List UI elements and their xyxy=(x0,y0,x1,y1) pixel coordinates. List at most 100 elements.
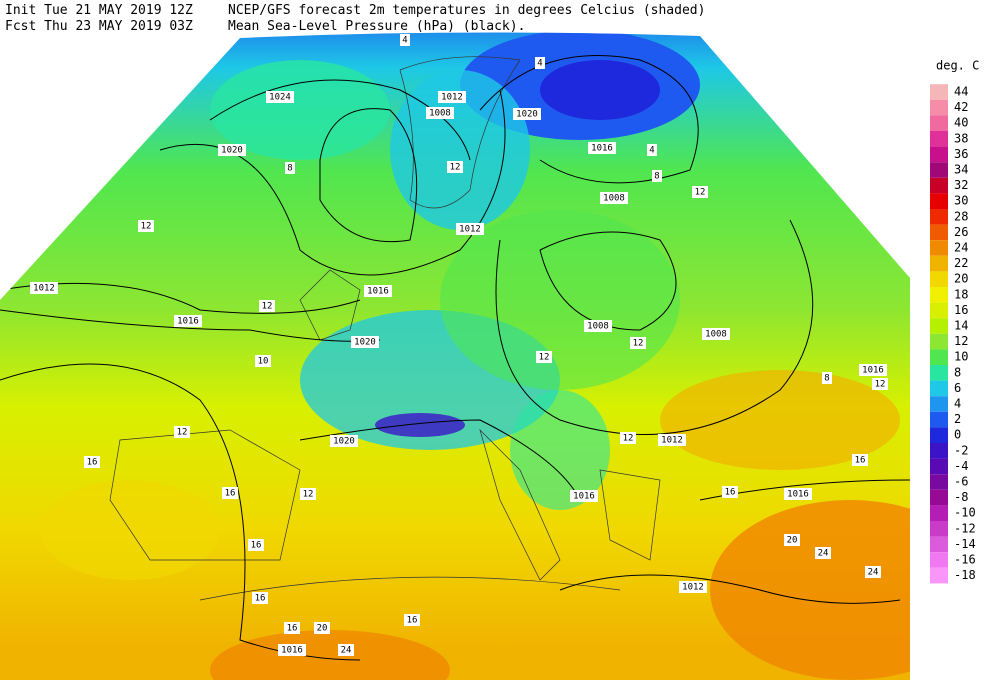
map-label: 12 xyxy=(875,380,886,390)
label-box xyxy=(513,108,541,120)
label-box xyxy=(222,487,238,499)
label-box xyxy=(338,644,354,656)
map-label: 1020 xyxy=(221,146,243,156)
map-label: 16 xyxy=(855,456,866,466)
label-box xyxy=(658,434,686,446)
legend-label: 30 xyxy=(954,194,968,208)
map-label: 24 xyxy=(818,549,829,559)
label-box xyxy=(351,336,379,348)
legend-swatch xyxy=(930,505,948,521)
label-box xyxy=(438,91,466,103)
legend-swatch xyxy=(930,177,948,194)
color-legend: 4442403836343230282624222018161412108642… xyxy=(930,84,976,584)
map-label: 1020 xyxy=(333,437,355,447)
forecast-time: Fcst Thu 23 MAY 2019 03Z xyxy=(5,19,193,34)
map-label: 8 xyxy=(287,164,292,174)
map-label: 1016 xyxy=(862,366,884,376)
legend-swatch xyxy=(930,489,948,506)
label-box xyxy=(570,490,598,502)
label-box xyxy=(456,223,484,235)
label-box xyxy=(647,144,657,156)
label-box xyxy=(702,328,730,340)
legend-label: 0 xyxy=(954,428,961,442)
legend-label: 14 xyxy=(954,319,968,333)
legend-label: 42 xyxy=(954,100,968,114)
legend-swatch xyxy=(930,224,948,241)
legend-label: -4 xyxy=(954,459,968,473)
legend-label: 36 xyxy=(954,147,968,161)
map-label: 16 xyxy=(407,616,418,626)
legend-label: 44 xyxy=(954,85,968,99)
legend-swatch xyxy=(930,302,948,319)
label-box xyxy=(815,547,831,559)
label-box xyxy=(252,592,268,604)
map-label: 16 xyxy=(287,624,298,634)
label-box xyxy=(679,581,707,593)
legend-swatch xyxy=(930,84,948,100)
map-label: 1008 xyxy=(603,194,625,204)
legend-swatch xyxy=(930,567,948,584)
legend-swatch xyxy=(930,474,948,490)
legend-swatch xyxy=(930,365,948,381)
legend-swatch xyxy=(930,115,948,131)
label-box xyxy=(330,435,358,447)
map-label: 1008 xyxy=(429,109,451,119)
legend-label: 28 xyxy=(954,209,968,223)
label-box xyxy=(447,161,463,173)
legend-label: 12 xyxy=(954,334,968,348)
map-label: 4 xyxy=(402,36,407,46)
legend-label: 6 xyxy=(954,381,961,395)
label-box xyxy=(588,142,616,154)
legend-swatch xyxy=(930,458,948,475)
map-label: 1020 xyxy=(516,110,538,120)
legend-label: -8 xyxy=(954,490,968,504)
legend-swatch xyxy=(930,349,948,365)
map-label: 1016 xyxy=(177,317,199,327)
map-label: 1012 xyxy=(441,93,463,103)
label-box xyxy=(248,539,264,551)
map-label: 12 xyxy=(303,490,314,500)
map-label: 12 xyxy=(633,339,644,349)
legend-swatch xyxy=(930,209,948,225)
map-label: 1008 xyxy=(705,330,727,340)
label-box xyxy=(859,364,887,376)
legend-label: 32 xyxy=(954,178,968,192)
legend-label: -12 xyxy=(954,521,976,535)
map-label: 12 xyxy=(141,222,152,232)
label-box xyxy=(822,372,832,384)
map-label: 24 xyxy=(868,568,879,578)
label-box xyxy=(174,426,190,438)
legend-label: -10 xyxy=(954,506,976,520)
map-label: 12 xyxy=(623,434,634,444)
legend-label: 24 xyxy=(954,241,968,255)
map-label: 4 xyxy=(649,146,654,156)
legend-swatch xyxy=(930,240,948,256)
legend-swatch xyxy=(930,99,948,116)
init-time: Init Tue 21 MAY 2019 12Z xyxy=(5,3,193,18)
map-label: 16 xyxy=(725,488,736,498)
label-box xyxy=(266,91,294,103)
map-label: 20 xyxy=(787,536,798,546)
legend-label: -18 xyxy=(954,568,976,582)
legend-label: 34 xyxy=(954,163,968,177)
subtitle: Mean Sea-Level Pressure (hPa) (black). xyxy=(228,19,525,34)
legend-label: 4 xyxy=(954,397,961,411)
map-label: 16 xyxy=(225,489,236,499)
legend-swatch xyxy=(930,318,948,334)
map-label: 8 xyxy=(654,172,659,182)
legend-swatch xyxy=(930,193,948,209)
label-box xyxy=(652,170,662,182)
label-box xyxy=(692,186,708,198)
legend-label: 38 xyxy=(954,131,968,145)
label-box xyxy=(255,355,271,367)
legend-label: 20 xyxy=(954,272,968,286)
map-label: 4 xyxy=(537,59,542,69)
legend-unit: deg. C xyxy=(936,59,979,73)
label-box xyxy=(426,107,454,119)
label-box xyxy=(300,488,316,500)
legend-label: 18 xyxy=(954,287,968,301)
label-box xyxy=(314,622,330,634)
map-label: 20 xyxy=(317,624,328,634)
